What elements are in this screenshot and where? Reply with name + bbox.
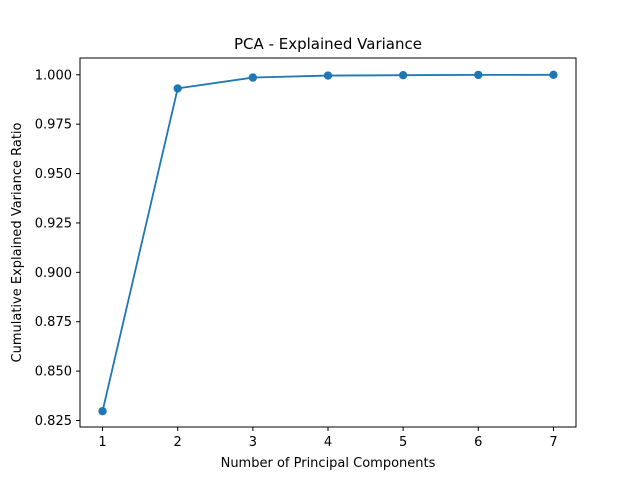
y-tick-label: 0.825 bbox=[35, 414, 72, 429]
y-tick-label: 1.000 bbox=[35, 68, 72, 83]
x-tick-label: 7 bbox=[549, 435, 557, 450]
y-tick-label: 0.850 bbox=[35, 365, 72, 380]
x-tick-label: 3 bbox=[249, 435, 257, 450]
data-point bbox=[98, 406, 107, 416]
y-tick-label: 0.900 bbox=[35, 266, 72, 281]
x-tick-label: 6 bbox=[474, 435, 482, 450]
data-point bbox=[248, 73, 258, 82]
data-point bbox=[173, 84, 182, 93]
y-axis-label: Cumulative Explained Variance Ratio bbox=[10, 122, 25, 362]
y-tick-label: 0.975 bbox=[35, 118, 72, 133]
data-point bbox=[323, 71, 333, 80]
x-tick-label: 5 bbox=[399, 435, 407, 450]
x-tick-label: 4 bbox=[324, 435, 332, 450]
chart-title: PCA - Explained Variance bbox=[234, 35, 422, 53]
y-tick-label: 0.875 bbox=[35, 315, 72, 330]
x-axis-ticks: 1 2 3 4 5 6 7 bbox=[98, 427, 558, 450]
y-tick-label: 0.925 bbox=[35, 216, 72, 231]
x-axis-label: Number of Principal Components bbox=[221, 456, 436, 471]
data-point bbox=[398, 70, 408, 80]
y-tick-label: 0.950 bbox=[35, 167, 72, 182]
y-axis-ticks: 0.825 0.850 0.875 0.900 0.925 0.950 0.975 1.000 bbox=[35, 68, 80, 429]
x-tick-label: 1 bbox=[98, 435, 106, 450]
series-layer bbox=[98, 70, 558, 416]
data-point bbox=[549, 70, 558, 79]
x-tick-label: 2 bbox=[174, 435, 182, 450]
data-point bbox=[474, 70, 483, 80]
